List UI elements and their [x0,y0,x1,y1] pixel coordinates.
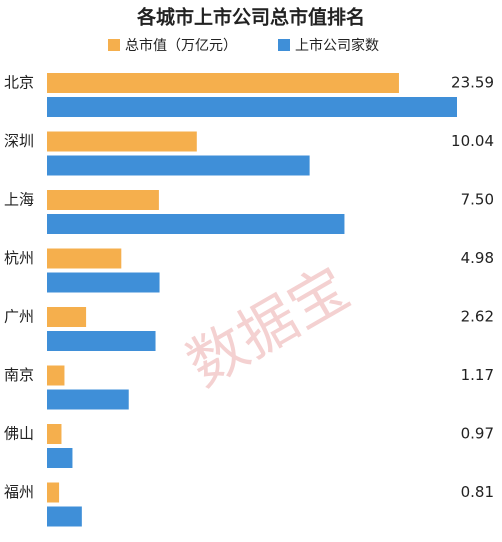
chart-title: 各城市上市公司总市值排名 [136,6,365,29]
bar [47,365,65,386]
bar [47,272,160,293]
y-tick-label: 上海 [4,191,34,209]
value-label: 1.17 [461,366,494,384]
bar [47,424,62,444]
bar [47,506,82,527]
bar [47,307,87,327]
bar [47,248,122,269]
legend-label: 总市值（万亿元） [125,37,237,54]
legend-swatch [278,39,290,51]
y-tick-label: 深圳 [4,132,34,150]
bar [47,155,310,176]
y-tick-label: 北京 [4,74,34,92]
bar [47,214,345,234]
watermark: 数据宝 [176,254,361,400]
bar [47,331,156,351]
y-tick-label: 南京 [4,366,34,384]
bar [47,131,197,152]
value-label: 2.62 [461,308,494,326]
value-label: 0.81 [461,483,494,501]
value-label: 10.04 [451,132,494,150]
value-label: 0.97 [461,425,494,443]
y-tick-label: 佛山 [4,425,34,443]
bar [47,389,129,410]
y-tick-label: 福州 [4,483,34,501]
bar [47,190,159,210]
bar [47,97,457,117]
y-tick-label: 广州 [4,308,34,326]
y-tick-label: 杭州 [4,249,34,267]
bar [47,73,399,93]
legend-swatch [108,39,120,51]
value-label: 23.59 [451,74,494,92]
value-label: 4.98 [461,249,494,267]
value-label: 7.50 [461,191,494,209]
bar [47,448,73,468]
legend-label: 上市公司家数 [295,37,379,54]
bar [47,482,60,503]
